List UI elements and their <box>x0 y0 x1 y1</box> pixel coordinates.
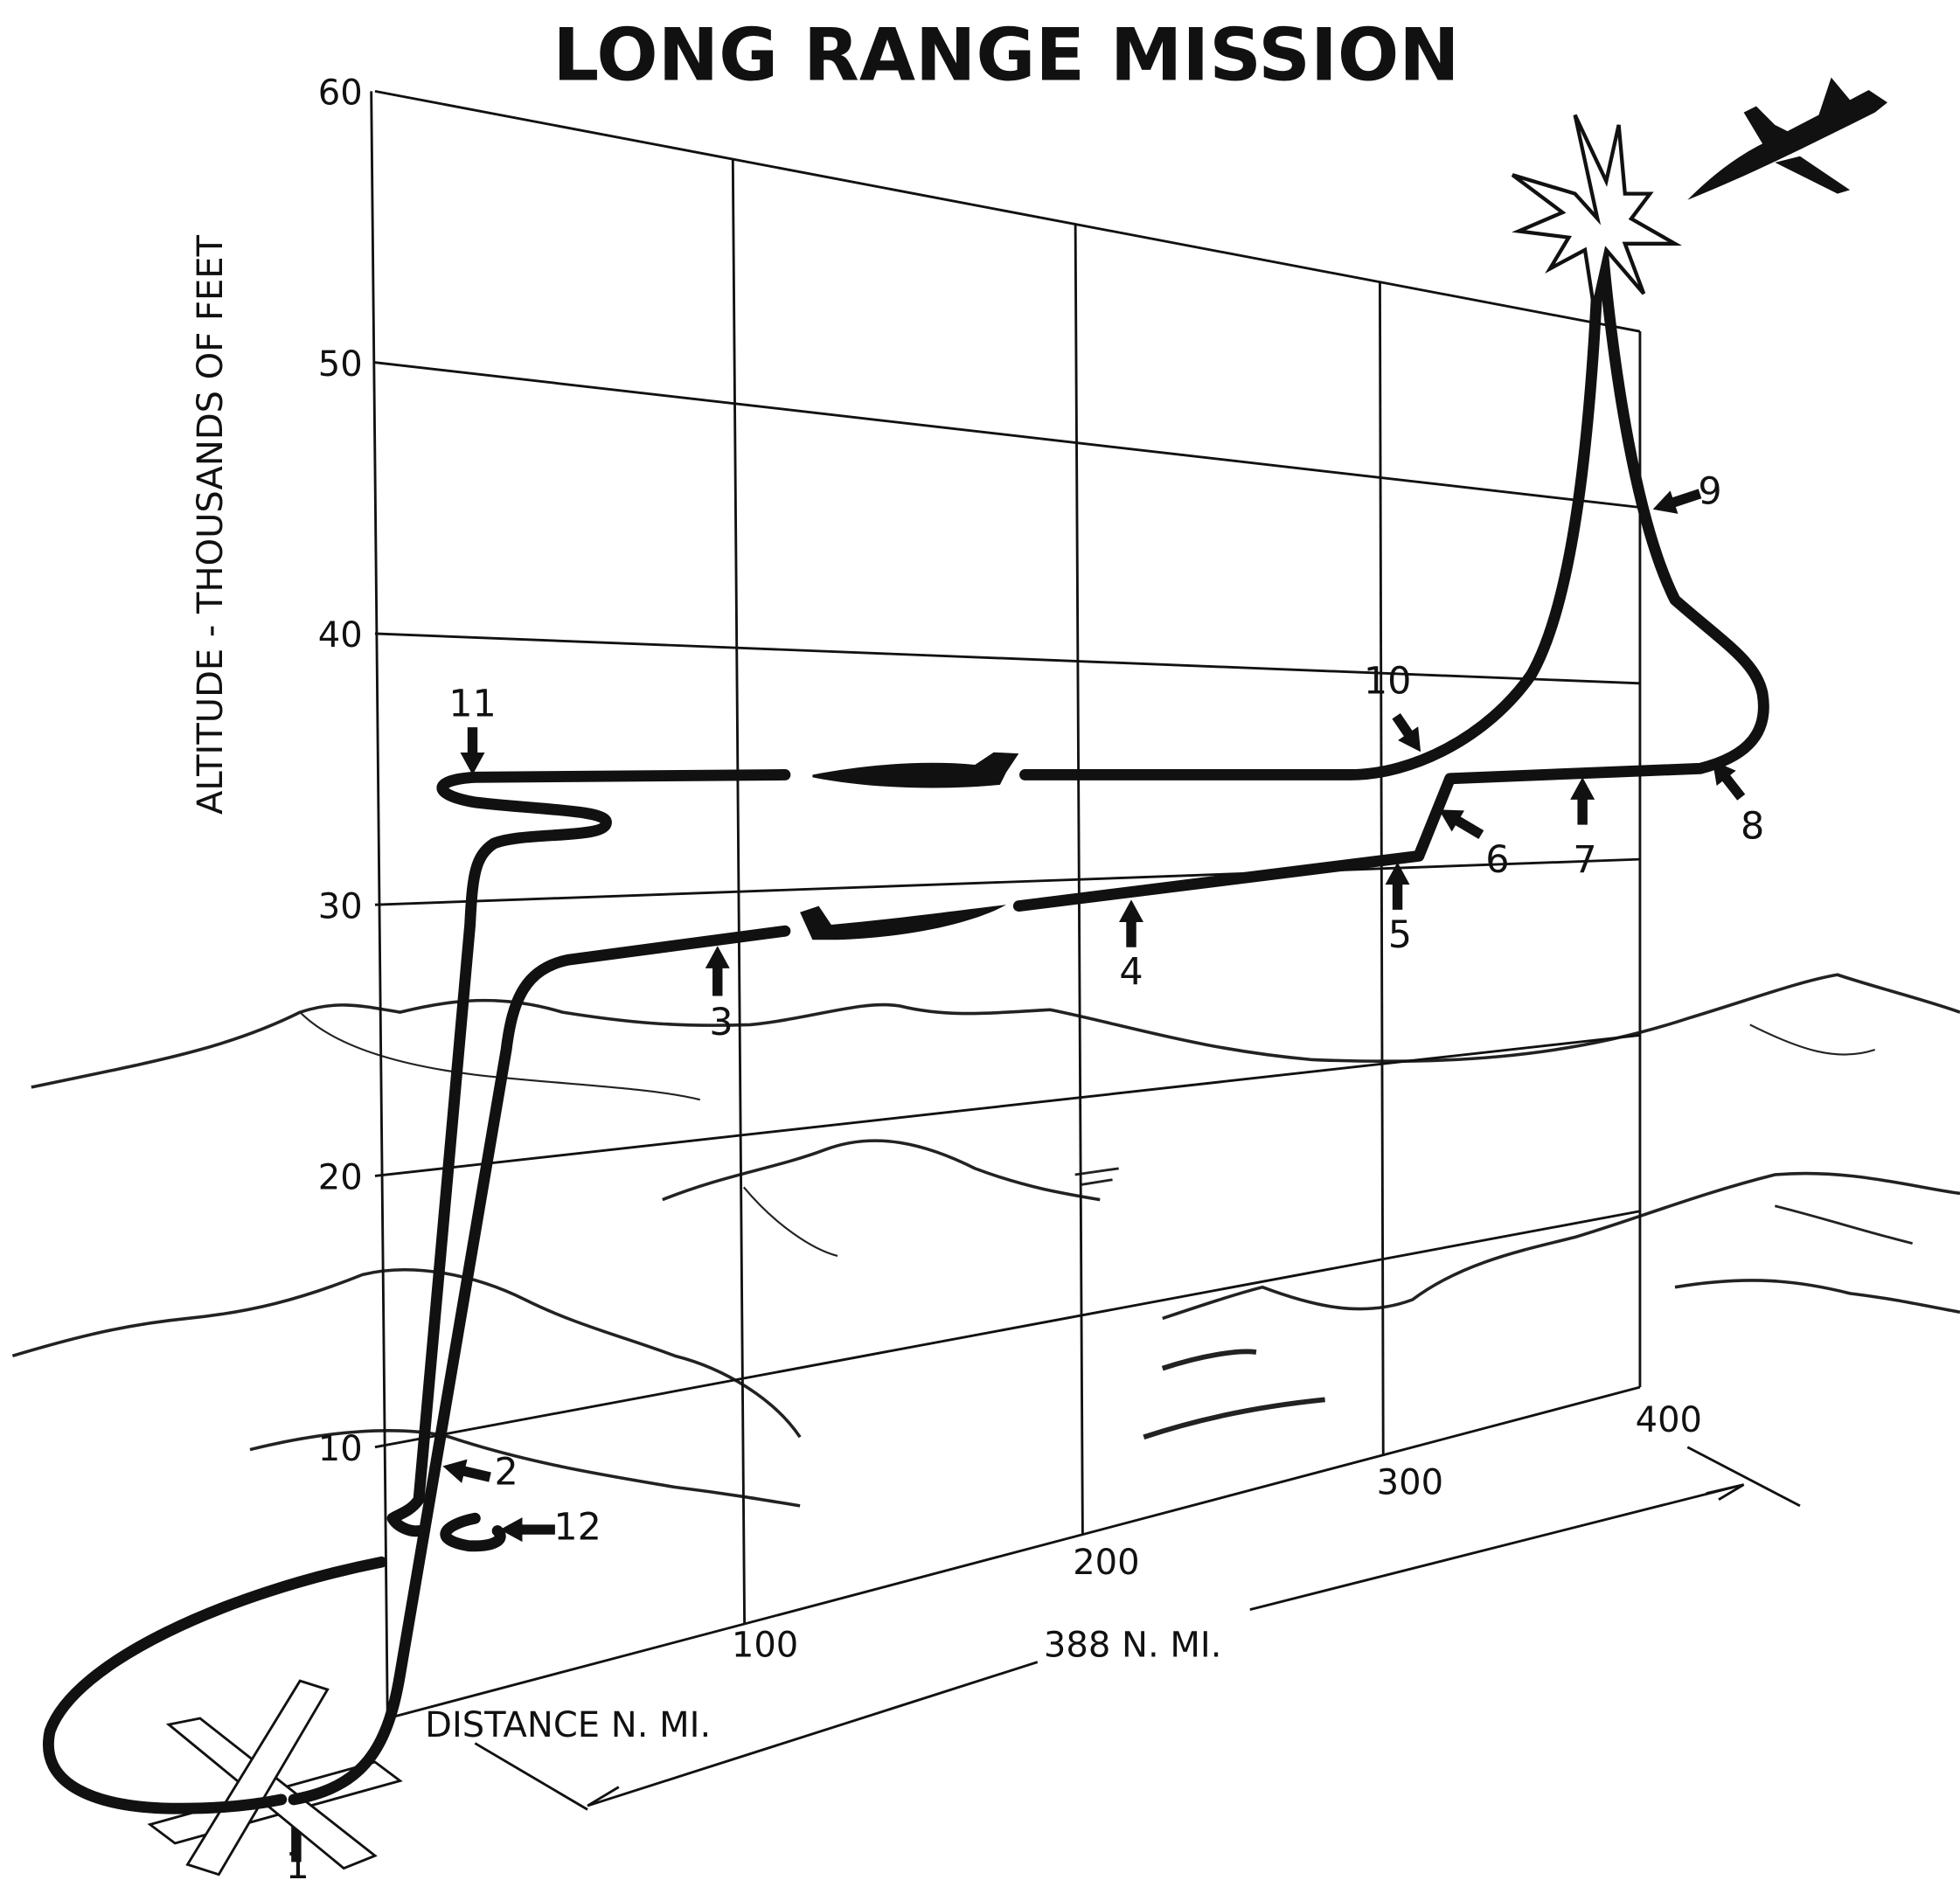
marker-label: 9 <box>1698 469 1721 513</box>
y-tick-label: 10 <box>318 1429 363 1469</box>
marker-arrowhead <box>1385 862 1410 885</box>
grid-line <box>374 857 1640 906</box>
x-tick-label: 400 <box>1636 1400 1702 1440</box>
grid-line <box>1074 224 1084 1535</box>
marker-arrowhead <box>1438 809 1464 832</box>
marker-label: 2 <box>494 1451 518 1495</box>
grid-line <box>374 632 1640 685</box>
y-tick-label: 40 <box>318 615 363 656</box>
aircraft <box>800 77 1888 940</box>
marker-label: 6 <box>1485 838 1509 882</box>
range-line <box>474 1446 1801 1811</box>
range-label: 388 N. MI. <box>1044 1625 1222 1665</box>
marker-label: 12 <box>553 1506 601 1550</box>
marker-label: 5 <box>1388 913 1412 957</box>
marker-arrowhead <box>499 1517 523 1543</box>
frame-bottom <box>386 1385 1641 1720</box>
marker-label: 8 <box>1741 804 1764 848</box>
marker-arrowhead <box>460 752 485 775</box>
mountains <box>11 973 1960 1508</box>
flight-path <box>43 212 1769 1814</box>
burst <box>1511 114 1683 307</box>
marker-arrowhead <box>1398 726 1421 753</box>
y-tick-label: 20 <box>318 1158 363 1198</box>
grid-line <box>1378 281 1385 1455</box>
marker-label: 4 <box>1119 951 1143 995</box>
x-tick-label: 200 <box>1073 1543 1139 1583</box>
x-tick-label: 100 <box>732 1625 798 1665</box>
marker-arrowhead <box>442 1459 468 1483</box>
marker-arrowhead <box>1652 490 1679 514</box>
x-axis-label: DISTANCE N. MI. <box>425 1705 711 1745</box>
grid-line <box>374 1034 1641 1177</box>
y-tick-label: 50 <box>318 344 363 385</box>
marker-label: 1 <box>286 1844 309 1887</box>
marker-label: 10 <box>1364 660 1412 704</box>
grid-line <box>731 159 747 1625</box>
runway <box>147 1679 403 1877</box>
marker-label: 7 <box>1573 838 1596 882</box>
y-tick-label: 60 <box>318 73 363 114</box>
marker-arrowhead <box>705 946 730 968</box>
marker-label: 11 <box>448 682 497 725</box>
grid-line <box>374 1210 1641 1449</box>
y-tick-label: 30 <box>318 886 363 926</box>
title: LONG RANGE MISSION <box>553 13 1459 98</box>
marker-arrowhead <box>1119 899 1144 922</box>
y-axis-label: ALTITUDE - THOUSANDS OF FEET <box>191 234 231 815</box>
marker-label: 3 <box>709 1001 733 1044</box>
x-tick-label: 300 <box>1377 1463 1443 1503</box>
labels: LONG RANGE MISSION ALTITUDE - THOUSANDS O… <box>191 13 1764 1887</box>
grid-line <box>374 361 1641 509</box>
marker-arrowhead <box>1570 777 1595 800</box>
grid <box>283 89 1801 1863</box>
grid-line <box>374 89 1641 333</box>
